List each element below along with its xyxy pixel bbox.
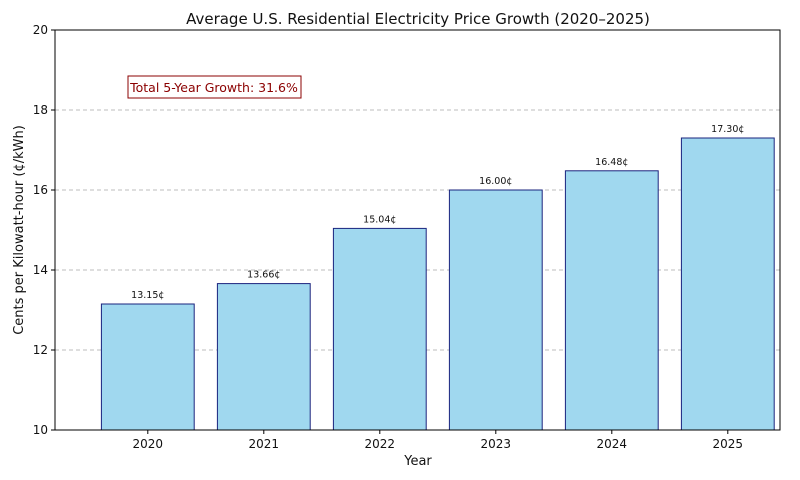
data-label-2020: 13.15¢ — [131, 290, 164, 301]
annotation-box — [127, 75, 302, 99]
data-label-2025: 17.30¢ — [711, 124, 744, 135]
bar-2025 — [680, 137, 775, 431]
data-label-2023: 16.00¢ — [479, 176, 512, 187]
data-label-2021: 13.66¢ — [247, 270, 280, 281]
data-label-2022: 15.04¢ — [363, 214, 396, 225]
y-tick-label: 20 — [33, 23, 48, 37]
y-axis-ticks: 10 12 14 16 18 20 — [33, 23, 55, 437]
y-tick-label: 10 — [33, 423, 48, 437]
x-tick-label-2025: 2025 — [713, 437, 744, 451]
bars — [100, 137, 775, 431]
x-tick-label-2020: 2020 — [133, 437, 164, 451]
y-tick-label: 14 — [33, 263, 48, 277]
x-axis-ticks: 2020 2021 2022 2023 2024 2025 — [133, 430, 744, 451]
x-tick-label-2023: 2023 — [481, 437, 512, 451]
y-axis-label: Cents per Kilowatt-hour (¢/kWh) — [12, 125, 27, 335]
bar-2023 — [448, 189, 543, 431]
bar-2020 — [100, 303, 195, 431]
x-tick-label-2021: 2021 — [249, 437, 280, 451]
plot-frame — [54, 29, 781, 431]
y-tick-label: 18 — [33, 103, 48, 117]
data-labels: 13.15¢ 13.66¢ 15.04¢ 16.00¢ 16.48¢ 17.30¢ — [131, 124, 744, 301]
y-tick-label: 12 — [33, 343, 48, 357]
growth-annotation: Total 5-Year Growth: 31.6% — [127, 75, 302, 99]
data-label-2024: 16.48¢ — [595, 157, 628, 168]
chart-title: Average U.S. Residential Electricity Pri… — [186, 10, 650, 28]
annotation-text: Total 5-Year Growth: 31.6% — [129, 80, 298, 95]
x-tick-label-2022: 2022 — [365, 437, 396, 451]
x-tick-label-2024: 2024 — [597, 437, 628, 451]
bar-2021 — [216, 283, 311, 431]
bar-2024 — [564, 170, 659, 431]
x-axis-label: Year — [403, 454, 432, 469]
bar-2022 — [332, 227, 427, 431]
y-tick-label: 16 — [33, 183, 48, 197]
